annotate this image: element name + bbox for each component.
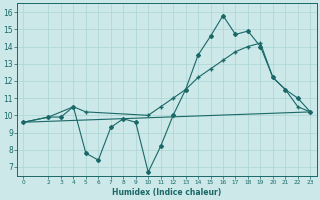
X-axis label: Humidex (Indice chaleur): Humidex (Indice chaleur) (112, 188, 221, 197)
